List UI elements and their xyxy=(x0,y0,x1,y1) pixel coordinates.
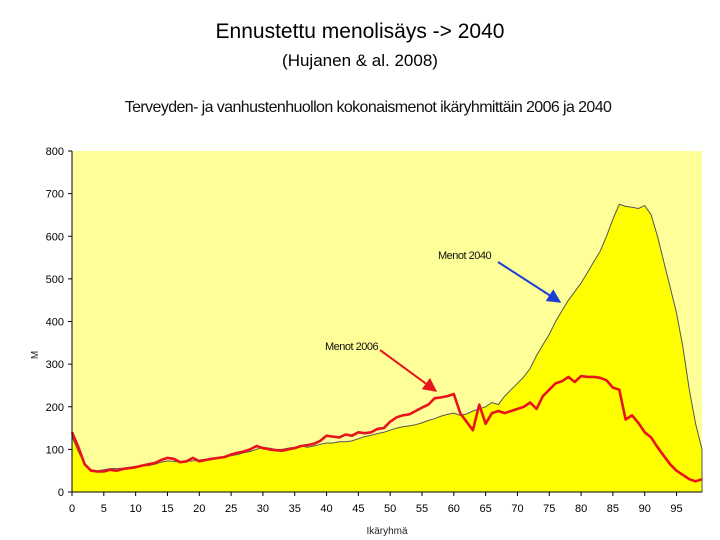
y-tick-label: 300 xyxy=(46,359,64,371)
y-tick-label: 400 xyxy=(46,317,64,329)
x-tick-label: 0 xyxy=(69,503,75,515)
chart-title: Terveyden- ja vanhustenhuollon kokonaism… xyxy=(125,99,612,116)
x-tick-label: 90 xyxy=(639,503,651,515)
y-axis-label: M xyxy=(30,351,41,359)
x-tick-label: 60 xyxy=(448,503,460,515)
x-tick-label: 95 xyxy=(670,503,682,515)
y-tick-label: 0 xyxy=(58,487,64,499)
y-axis-ticks: 0 100 200 300 400 500 600 700 800 xyxy=(46,146,72,499)
x-tick-label: 85 xyxy=(607,503,619,515)
x-tick-label: 10 xyxy=(130,503,142,515)
x-tick-label: 15 xyxy=(161,503,173,515)
x-tick-label: 20 xyxy=(193,503,205,515)
y-tick-label: 200 xyxy=(46,402,64,414)
x-tick-label: 70 xyxy=(511,503,523,515)
x-tick-label: 30 xyxy=(257,503,269,515)
annotation-arrow-menot-2040 xyxy=(497,261,562,303)
x-tick-label: 75 xyxy=(543,503,555,515)
x-axis-label: Ikäryhmä xyxy=(366,526,408,537)
x-tick-label: 65 xyxy=(480,503,492,515)
x-tick-label: 5 xyxy=(101,503,107,515)
series-line-menot-2006 xyxy=(70,374,703,483)
x-tick-label: 25 xyxy=(225,503,237,515)
annotation-arrow-menot-2006 xyxy=(379,349,438,392)
slide-subtitle: (Hujanen & al. 2008) xyxy=(282,51,438,70)
x-tick-label: 50 xyxy=(384,503,396,515)
y-tick-label: 700 xyxy=(46,189,64,201)
y-tick-label: 500 xyxy=(46,274,64,286)
x-axis-ticks: 0 5 10 15 20 25 30 35 40 45 50 55 60 65 70 75 80 85 90 95 xyxy=(69,492,683,515)
y-tick-label: 600 xyxy=(46,231,64,243)
x-tick-label: 80 xyxy=(575,503,587,515)
annotation-menot-2006: Menot 2006 xyxy=(325,341,378,353)
y-tick-label: 100 xyxy=(46,444,64,456)
x-tick-label: 35 xyxy=(289,503,301,515)
slide-title: Ennustettu menolisäys -> 2040 xyxy=(215,20,505,43)
annotation-menot-2040: Menot 2040 xyxy=(438,250,491,262)
y-tick-label: 800 xyxy=(46,146,64,158)
x-tick-label: 45 xyxy=(352,503,364,515)
x-tick-label: 40 xyxy=(320,503,332,515)
x-tick-label: 55 xyxy=(416,503,428,515)
series-area-menot-2040 xyxy=(71,203,703,493)
